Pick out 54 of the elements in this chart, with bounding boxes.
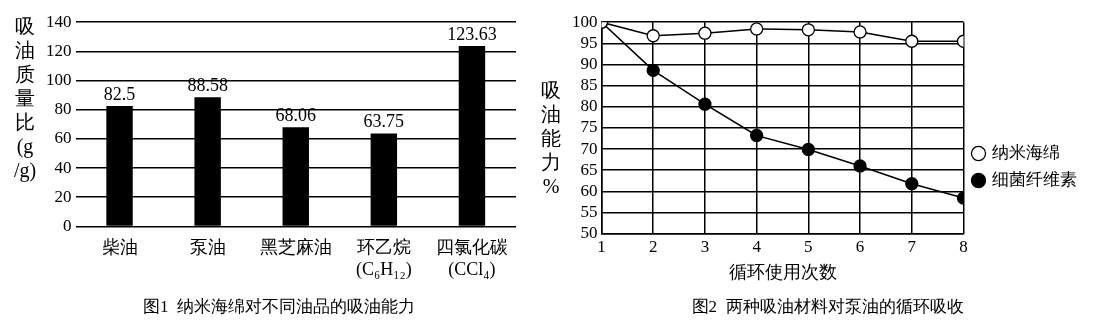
x-tick-label: 泵油 bbox=[189, 236, 226, 257]
x-tick-label: 6 bbox=[855, 237, 865, 257]
y-tick-label: 0 bbox=[63, 215, 72, 235]
y-tick-label: 100 bbox=[46, 70, 72, 90]
y-tick-label: 65 bbox=[580, 159, 598, 179]
point bbox=[698, 97, 712, 111]
y-tick-label: 95 bbox=[580, 32, 598, 52]
x-tick-label: 环乙烷 (C₆H₁₂) bbox=[355, 236, 412, 280]
x-tick-label: 8 bbox=[959, 237, 968, 257]
y-tick-label: 60 bbox=[580, 180, 598, 200]
point bbox=[646, 63, 660, 78]
point bbox=[905, 34, 919, 48]
point bbox=[749, 128, 764, 143]
point bbox=[905, 177, 919, 191]
y-tick-label: 90 bbox=[580, 53, 598, 73]
text: 图2 两种吸油材料对泵油的循环吸收 bbox=[691, 297, 964, 317]
point bbox=[801, 142, 816, 157]
y-axis-title: 吸油能力% bbox=[541, 78, 561, 198]
data-label: 63.75 bbox=[363, 111, 405, 132]
y-tick-label: 140 bbox=[46, 11, 72, 31]
y-tick-label: 20 bbox=[54, 186, 72, 206]
text: 图1 纳米海绵对不同油品的吸油能力 bbox=[143, 297, 415, 317]
x-tick-label: 四氯化碳 (CCl₄) bbox=[435, 236, 508, 280]
legend-label: 细菌纤维素 bbox=[992, 169, 1077, 189]
y-tick-label: 70 bbox=[580, 138, 598, 158]
x-tick-label: 2 bbox=[648, 237, 658, 257]
x-tick-label: 柴油 bbox=[101, 236, 138, 257]
y-tick-label: 55 bbox=[580, 201, 598, 221]
point bbox=[853, 25, 867, 39]
legend-label: 纳米海绵 bbox=[992, 142, 1060, 162]
data-label: 82.5 bbox=[103, 83, 136, 104]
y-tick-label: 120 bbox=[46, 40, 72, 60]
y-tick-label: 50 bbox=[580, 223, 598, 243]
x-tick-label: 5 bbox=[804, 237, 813, 257]
x-tick-label: 4 bbox=[752, 237, 762, 257]
data-label: 123.63 bbox=[447, 23, 497, 44]
y-tick-label: 80 bbox=[580, 96, 598, 116]
y-tick-label: 80 bbox=[54, 99, 72, 119]
point bbox=[749, 22, 764, 36]
point bbox=[646, 29, 660, 43]
y-tick-label: 85 bbox=[580, 75, 598, 95]
point bbox=[698, 26, 712, 40]
x-tick-label: 黑芝麻油 bbox=[259, 236, 332, 257]
x-axis-title: 循环使用次数 bbox=[728, 261, 837, 282]
y-tick-label: 60 bbox=[54, 128, 72, 148]
point bbox=[801, 23, 816, 37]
y-tick-label: 75 bbox=[580, 117, 598, 137]
y-tick-label: 40 bbox=[54, 157, 72, 177]
x-tick-label: 3 bbox=[700, 237, 710, 257]
y-axis-title: 吸油质量比(g/g) bbox=[13, 14, 37, 182]
y-tick-label: 100 bbox=[572, 11, 598, 31]
x-tick-label: 7 bbox=[907, 237, 917, 257]
point bbox=[853, 159, 867, 173]
x-tick-label: 1 bbox=[597, 237, 606, 257]
